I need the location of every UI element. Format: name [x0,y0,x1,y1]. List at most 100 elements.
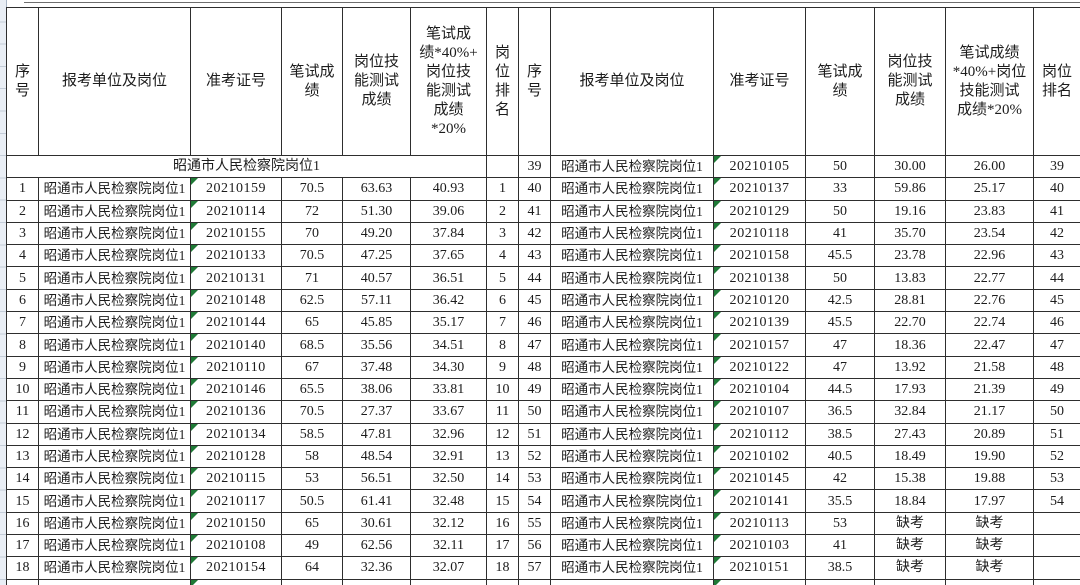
right-cell-ticket[interactable]: 20210112 [713,422,806,446]
right-cell-ticket[interactable]: 20210137 [713,177,806,201]
right-cell-skill-score[interactable]: 19.16 [874,199,946,223]
left-cell-combined-score[interactable]: 32.50 [410,467,487,491]
right-cell-seq[interactable]: 54 [518,489,551,513]
left-cell-seq[interactable]: 16 [6,511,39,536]
left-cell-seq[interactable]: 18 [6,556,39,580]
left-cell-rank[interactable]: 17 [486,534,519,558]
left-cell-unit[interactable]: 昭通市人民检察院岗位1 [38,511,191,536]
right-cell-unit[interactable]: 昭通市人民检察院岗位1 [550,333,714,357]
left-cell-written-score[interactable]: 53 [281,467,343,491]
right-cell-unit[interactable]: 昭通市人民检察院岗位1 [550,444,714,469]
right-cell-skill-score[interactable]: 18.49 [874,444,946,469]
right-cell-unit[interactable] [550,578,714,585]
right-column-header-written-score[interactable]: 笔试成 绩 [805,7,875,156]
right-cell-seq[interactable]: 41 [518,199,551,223]
right-cell-combined-score[interactable]: 19.88 [945,467,1034,491]
right-cell-combined-score[interactable]: 26.00 [945,154,1034,179]
right-cell-rank[interactable]: 48 [1033,355,1080,379]
right-cell-rank[interactable] [1033,556,1080,580]
right-cell-rank[interactable] [1033,534,1080,558]
right-cell-written-score[interactable]: 45.5 [805,244,875,268]
right-cell-combined-score[interactable]: 23.54 [945,221,1034,246]
right-column-header-unit[interactable]: 报考单位及岗位 [550,7,714,156]
left-cell-written-score[interactable] [281,578,343,585]
right-cell-ticket[interactable]: 20210118 [713,221,806,246]
right-cell-unit[interactable]: 昭通市人民检察院岗位1 [550,288,714,313]
left-cell-written-score[interactable]: 58.5 [281,422,343,446]
left-cell-combined-score[interactable]: 33.67 [410,400,487,424]
left-cell-combined-score[interactable]: 37.84 [410,221,487,246]
left-cell-seq[interactable]: 4 [6,244,39,268]
left-cell-written-score[interactable]: 62.5 [281,288,343,313]
right-cell-written-score[interactable]: 36.5 [805,400,875,424]
right-cell-written-score[interactable]: 50 [805,199,875,223]
left-cell-rank[interactable] [486,154,519,179]
right-cell-combined-score[interactable]: 22.77 [945,266,1034,290]
right-cell-skill-score[interactable]: 18.84 [874,489,946,513]
right-cell-combined-score[interactable]: 22.96 [945,244,1034,268]
right-cell-rank[interactable]: 49 [1033,377,1080,402]
left-cell-written-score[interactable]: 70.5 [281,177,343,201]
left-cell-written-score[interactable]: 65 [281,311,343,335]
left-cell-skill-score[interactable]: 30.61 [342,511,411,536]
right-cell-combined-score[interactable]: 23.83 [945,199,1034,223]
left-cell-combined-score[interactable]: 40.93 [410,177,487,201]
left-cell-rank[interactable]: 14 [486,467,519,491]
right-cell-unit[interactable]: 昭通市人民检察院岗位1 [550,489,714,513]
left-cell-seq[interactable]: 2 [6,199,39,223]
left-cell-skill-score[interactable]: 61.41 [342,489,411,513]
right-cell-unit[interactable]: 昭通市人民检察院岗位1 [550,467,714,491]
right-cell-skill-score[interactable]: 28.81 [874,288,946,313]
right-cell-skill-score[interactable]: 27.43 [874,422,946,446]
left-cell-unit[interactable]: 昭通市人民检察院岗位1 [38,199,191,223]
right-cell-written-score[interactable]: 42.5 [805,288,875,313]
left-cell-combined-score[interactable]: 34.51 [410,333,487,357]
left-cell-written-score[interactable]: 65.5 [281,377,343,402]
right-cell-skill-score[interactable]: 17.93 [874,377,946,402]
right-cell-unit[interactable]: 昭通市人民检察院岗位1 [550,266,714,290]
right-cell-combined-score[interactable]: 22.47 [945,333,1034,357]
left-cell-written-score[interactable]: 68.5 [281,333,343,357]
left-cell-ticket[interactable]: 20210136 [190,400,282,424]
left-cell-combined-score[interactable]: 32.48 [410,489,487,513]
left-cell-seq[interactable]: 7 [6,311,39,335]
left-cell-ticket[interactable]: 20210134 [190,422,282,446]
left-cell-skill-score[interactable]: 62.56 [342,534,411,558]
right-cell-seq[interactable]: 43 [518,244,551,268]
left-cell-seq[interactable] [6,578,39,585]
left-cell-unit[interactable]: 昭通市人民检察院岗位1 [38,422,191,446]
right-column-header-seq[interactable]: 序 号 [518,7,551,156]
left-cell-rank[interactable]: 10 [486,377,519,402]
left-cell-skill-score[interactable]: 37.48 [342,355,411,379]
left-column-header-written-score[interactable]: 笔试成 绩 [281,7,343,156]
right-cell-written-score[interactable]: 53 [805,511,875,536]
right-cell-skill-score[interactable]: 23.78 [874,244,946,268]
left-cell-unit[interactable]: 昭通市人民检察院岗位1 [38,467,191,491]
right-cell-ticket[interactable]: 20210139 [713,311,806,335]
left-cell-skill-score[interactable]: 56.51 [342,467,411,491]
right-cell-unit[interactable]: 昭通市人民检察院岗位1 [550,400,714,424]
right-cell-seq[interactable]: 40 [518,177,551,201]
right-cell-seq[interactable]: 49 [518,377,551,402]
left-cell-skill-score[interactable]: 47.81 [342,422,411,446]
right-cell-seq[interactable]: 48 [518,355,551,379]
right-cell-unit[interactable]: 昭通市人民检察院岗位1 [550,244,714,268]
right-cell-skill-score[interactable]: 13.92 [874,355,946,379]
right-cell-seq[interactable]: 42 [518,221,551,246]
left-cell-combined-score[interactable]: 32.91 [410,444,487,469]
right-cell-written-score[interactable]: 41 [805,534,875,558]
right-cell-unit[interactable]: 昭通市人民检察院岗位1 [550,177,714,201]
right-cell-unit[interactable]: 昭通市人民检察院岗位1 [550,221,714,246]
left-cell-written-score[interactable]: 58 [281,444,343,469]
left-cell-written-score[interactable]: 70.5 [281,400,343,424]
left-cell-unit[interactable]: 昭通市人民检察院岗位1 [38,556,191,580]
right-cell-ticket[interactable]: 20210103 [713,534,806,558]
left-cell-seq[interactable]: 5 [6,266,39,290]
right-cell-ticket[interactable]: 20210120 [713,288,806,313]
right-cell-seq[interactable]: 55 [518,511,551,536]
left-cell-skill-score[interactable]: 57.11 [342,288,411,313]
left-column-header-ticket[interactable]: 准考证号 [190,7,282,156]
left-cell-rank[interactable]: 18 [486,556,519,580]
left-cell-ticket[interactable]: 20210114 [190,199,282,223]
left-cell-skill-score[interactable]: 40.57 [342,266,411,290]
